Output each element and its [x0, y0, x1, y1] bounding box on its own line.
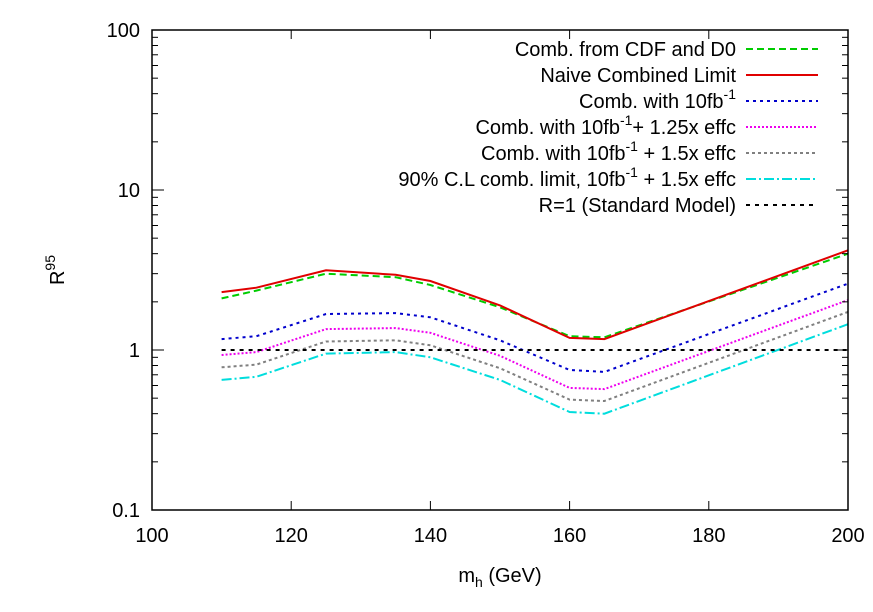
- legend-label: Naive Combined Limit: [540, 65, 736, 87]
- series-line: [221, 252, 849, 339]
- x-tick-label: 100: [135, 525, 168, 547]
- series-line: [221, 310, 849, 403]
- y-tick-label: 100: [107, 20, 140, 42]
- series-line: [221, 299, 849, 391]
- series-line: [221, 249, 849, 341]
- x-axis-label: mh (GeV): [458, 565, 541, 590]
- legend-label: Comb. with 10fb-1 + 1.5x effc: [481, 138, 736, 165]
- plot-area: [221, 249, 849, 415]
- x-tick-label: 120: [275, 525, 308, 547]
- series-line: [221, 282, 849, 373]
- axis-ticks: 100 120 140 160 180 200 0.1 1 10 100: [107, 20, 865, 547]
- x-tick-label: 160: [553, 525, 586, 547]
- legend-label: Comb. with 10fb-1+ 1.25x effc: [475, 112, 736, 139]
- x-tick-label: 180: [692, 525, 725, 547]
- y-tick-label: 1: [129, 340, 140, 362]
- legend-label: R=1 (Standard Model): [539, 195, 736, 217]
- legend-label: Comb. from CDF and D0: [515, 39, 736, 61]
- x-tick-label: 200: [831, 525, 864, 547]
- y-tick-label: 10: [118, 180, 140, 202]
- legend: Comb. from CDF and D0 Naive Combined Limi…: [398, 39, 818, 217]
- y-tick-label: 0.1: [112, 500, 140, 522]
- series-line: [221, 323, 849, 415]
- plot-frame: [151, 29, 849, 511]
- legend-label: 90% C.L comb. limit, 10fb-1 + 1.5x effc: [398, 164, 736, 191]
- legend-label: Comb. with 10fb-1: [579, 86, 736, 113]
- y-axis-label: R95: [42, 255, 69, 285]
- x-tick-label: 140: [414, 525, 447, 547]
